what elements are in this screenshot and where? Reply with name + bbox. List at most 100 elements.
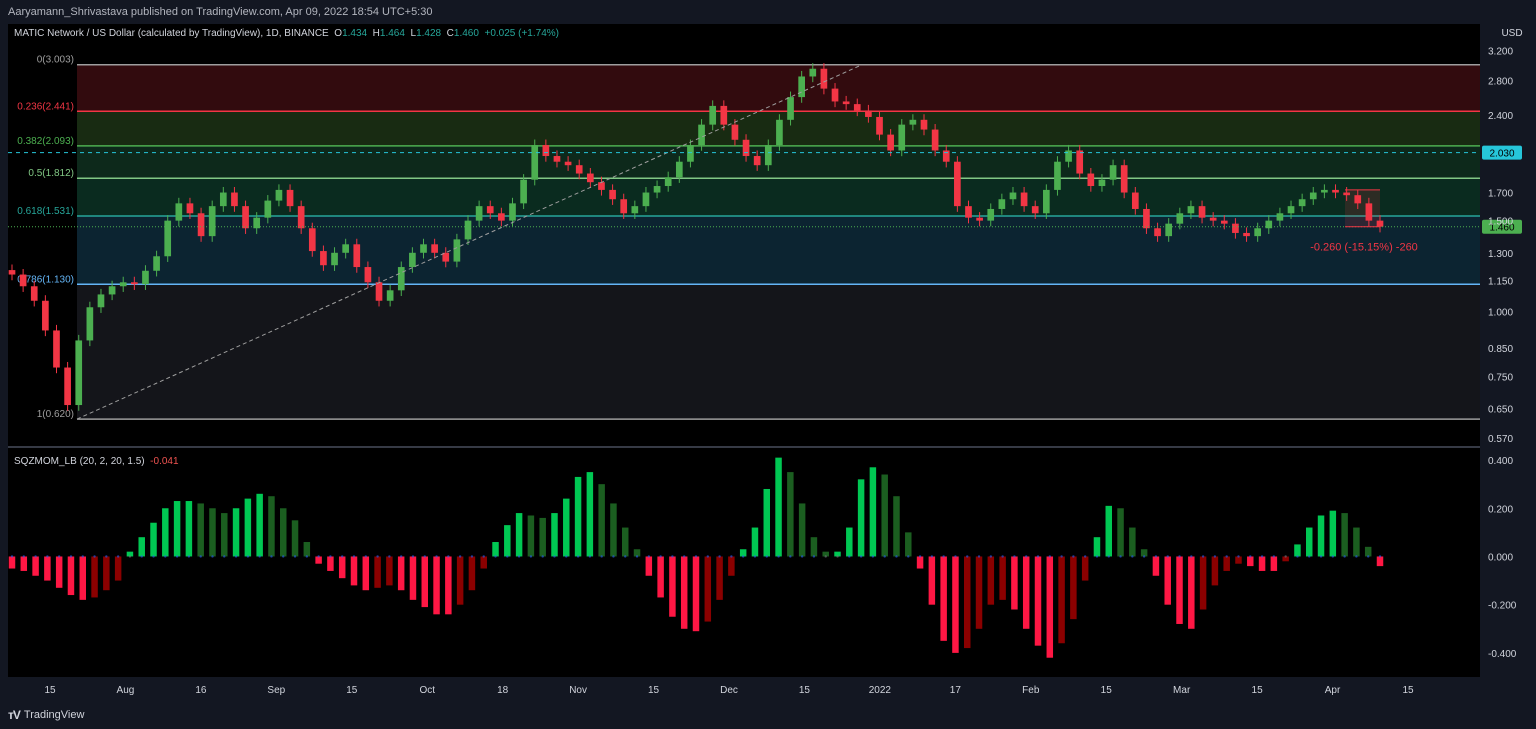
squeeze-dot: [777, 555, 780, 558]
squeeze-dot: [1343, 555, 1346, 558]
candle-body: [97, 294, 105, 308]
squeeze-dot: [164, 555, 167, 558]
fib-zone: [77, 64, 1480, 112]
squeeze-dot: [553, 555, 556, 558]
momentum-bar: [987, 556, 995, 605]
symbol-title[interactable]: MATIC Network / US Dollar (calculated by…: [14, 28, 329, 39]
candle-body: [909, 119, 917, 125]
candle-body: [1076, 150, 1084, 174]
squeeze-dot: [1107, 555, 1110, 558]
squeeze-dot: [883, 555, 886, 558]
candle-body: [86, 307, 94, 341]
squeeze-dot: [116, 555, 120, 558]
candle-body: [1187, 206, 1195, 214]
time-tick-label: 15: [1101, 685, 1113, 696]
fib-level-label: 0.786(1.130): [17, 274, 74, 285]
momentum-bar: [1152, 556, 1160, 576]
momentum-bar: [563, 498, 570, 557]
momentum-bar: [857, 479, 865, 557]
squeeze-dot: [1166, 555, 1169, 558]
squeeze-dot: [718, 555, 721, 558]
momentum-bar: [798, 503, 806, 557]
candle-body: [364, 267, 372, 283]
squeeze-dot: [765, 555, 768, 558]
squeeze-dot: [341, 555, 344, 558]
squeeze-dot: [1260, 555, 1264, 558]
candle-body: [1176, 213, 1184, 224]
candle-body: [475, 206, 483, 221]
candle-body: [153, 256, 160, 271]
candle-body: [1309, 192, 1317, 200]
momentum-bar: [893, 496, 900, 557]
squeeze-dot: [977, 555, 981, 558]
momentum-bar: [244, 498, 252, 557]
squeeze-dot: [1378, 555, 1382, 558]
candle-body: [598, 182, 605, 190]
squeeze-dot: [364, 555, 367, 558]
squeeze-dot: [22, 555, 25, 558]
candle-body: [831, 88, 839, 102]
momentum-bar: [1235, 556, 1242, 564]
squeeze-dot: [411, 555, 415, 558]
time-tick-label: 15: [44, 685, 56, 696]
squeeze-dot: [199, 555, 202, 558]
momentum-bar: [1364, 546, 1372, 557]
momentum-bar: [1199, 556, 1207, 610]
chart-canvas[interactable]: 0(3.003) 0.236(2.441) 0.382(2.093) 0.5(1.81…: [0, 24, 1536, 701]
momentum-bar: [1329, 510, 1337, 557]
fib-zone: [77, 145, 1480, 179]
price-tick-label: 2.400: [1488, 111, 1513, 122]
candle-body: [842, 101, 850, 105]
candle-body: [1020, 192, 1028, 207]
candle-body: [375, 282, 383, 301]
momentum-bar: [327, 556, 334, 571]
tradingview-logo[interactable]: ᴛV TradingView: [8, 708, 84, 722]
squeeze-dot: [10, 555, 14, 558]
candle-body: [976, 217, 983, 221]
candle-body: [642, 192, 650, 207]
squeeze-dot: [706, 555, 709, 558]
candle-body: [1365, 203, 1373, 221]
squeeze-dot: [836, 555, 839, 558]
indicator-name[interactable]: SQZMOM_LB (20, 2, 20, 1.5): [14, 456, 145, 467]
oscillator-tick-label: 0.000: [1488, 552, 1513, 563]
momentum-bar: [397, 556, 405, 591]
momentum-bar: [279, 508, 287, 557]
squeeze-dot: [399, 555, 403, 558]
squeeze-dot: [1025, 555, 1028, 558]
squeeze-dot: [753, 555, 757, 558]
squeeze-dot: [293, 555, 297, 558]
momentum-bar: [1247, 556, 1254, 567]
momentum-bar: [1117, 508, 1124, 557]
candle-body: [965, 206, 972, 218]
momentum-bar: [1270, 556, 1278, 571]
fib-level-label: 0.618(1.531): [17, 206, 74, 217]
momentum-bar: [445, 556, 452, 615]
squeeze-dot: [1048, 555, 1051, 558]
candle-body: [208, 206, 216, 237]
squeeze-dot: [246, 555, 250, 558]
momentum-bar: [126, 551, 134, 557]
candle-body: [1232, 223, 1239, 233]
momentum-bar: [1022, 556, 1030, 629]
momentum-bar: [680, 556, 688, 629]
momentum-bar: [221, 513, 228, 557]
squeeze-dot: [388, 555, 391, 558]
time-tick-label: 15: [1402, 685, 1414, 696]
candle-body: [1120, 165, 1128, 193]
high-label: H: [372, 28, 380, 39]
momentum-bar: [197, 503, 204, 557]
momentum-bar: [138, 537, 145, 557]
candle-body: [731, 124, 739, 140]
squeeze-dot: [1308, 555, 1311, 558]
momentum-bar: [209, 508, 216, 557]
fib-level-label: 0.5(1.812): [28, 168, 74, 179]
price-tick-label: 1.300: [1488, 249, 1513, 260]
candle-body: [876, 116, 883, 135]
candle-body: [753, 156, 761, 166]
oscillator-tick-label: -0.400: [1488, 649, 1517, 660]
momentum-bar: [963, 556, 971, 649]
squeeze-dot: [270, 555, 273, 558]
time-tick-label: Sep: [267, 685, 285, 696]
momentum-bar: [1341, 513, 1348, 557]
